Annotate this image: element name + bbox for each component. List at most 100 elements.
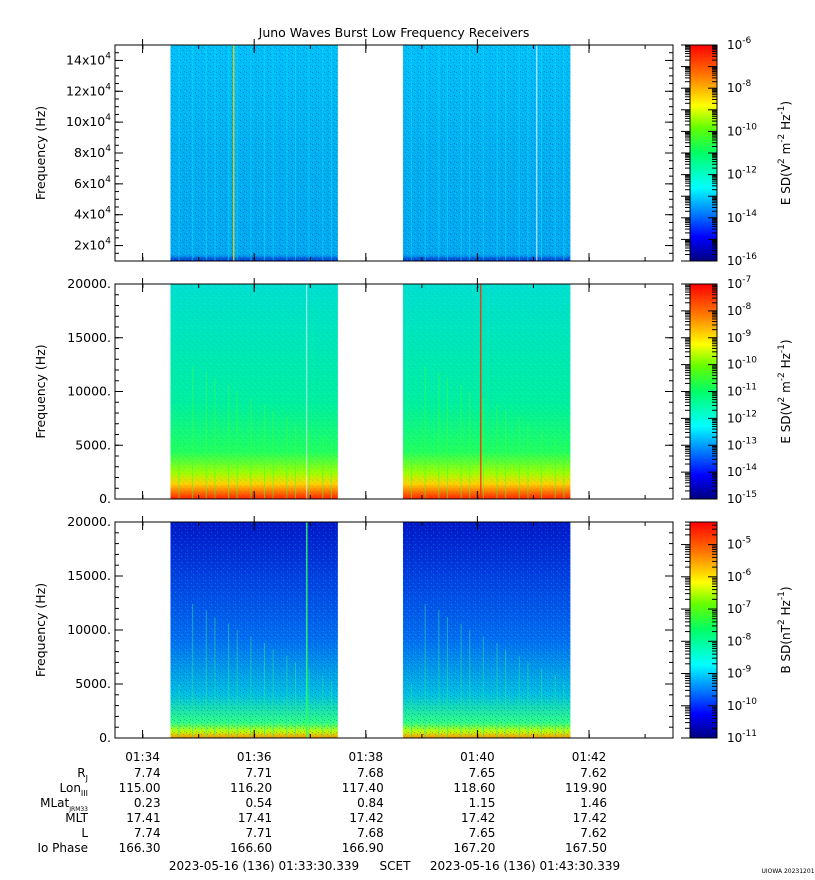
ephemeris-value: 0.54 bbox=[245, 796, 272, 810]
ephemeris-value: 7.65 bbox=[469, 826, 496, 840]
ephemeris-row-label: L bbox=[81, 826, 88, 840]
burst-streak bbox=[228, 623, 230, 738]
colorbar-tick-label: 10-11 bbox=[727, 383, 757, 399]
ephemeris-value: 117.40 bbox=[342, 781, 384, 795]
burst-streak bbox=[205, 372, 207, 499]
burst-streak bbox=[482, 397, 484, 499]
ephemeris-value: 116.20 bbox=[230, 781, 272, 795]
burst-streak bbox=[308, 430, 310, 499]
burst-streak bbox=[563, 443, 565, 499]
colorbar: 10-6 10-8 10-10 10-12 10-14 10-16 E SD(V2 m-2 … bbox=[681, 36, 793, 268]
y-tick-label: 0. bbox=[99, 491, 111, 506]
burst-streak bbox=[541, 45, 543, 261]
burst-streak bbox=[308, 45, 310, 261]
data-block-noise bbox=[170, 45, 338, 261]
y-axis-label: Frequency (Hz) bbox=[33, 106, 48, 200]
burst-streak bbox=[264, 642, 266, 738]
burst-streak bbox=[518, 45, 520, 261]
burst-streak bbox=[446, 617, 448, 738]
ephemeris-value: 167.50 bbox=[565, 841, 607, 855]
ephemeris-value: 166.30 bbox=[119, 841, 161, 855]
ephemeris-value: 7.65 bbox=[469, 766, 496, 780]
burst-streak bbox=[272, 649, 274, 738]
y-tick-label: 8x104 bbox=[74, 144, 111, 160]
footer-credit: UIOWA 20231201 bbox=[761, 868, 814, 875]
burst-streak bbox=[178, 445, 180, 499]
colorbar-tick-label: 10-11 bbox=[727, 729, 757, 745]
burst-streak bbox=[214, 378, 216, 499]
burst-streak bbox=[236, 45, 238, 261]
burst-streak bbox=[330, 443, 332, 499]
y-tick-label: 5000. bbox=[75, 437, 111, 452]
colorbar-tick-label: 10-9 bbox=[727, 329, 752, 345]
burst-streak bbox=[424, 604, 426, 738]
ephemeris-value: 1.46 bbox=[580, 796, 607, 810]
x-tick-label: 01:38 bbox=[348, 750, 383, 764]
ephemeris-value: 119.90 bbox=[565, 781, 607, 795]
burst-streak bbox=[286, 45, 288, 261]
burst-streak bbox=[554, 675, 556, 738]
burst-streak bbox=[250, 397, 252, 499]
ephemeris-row-label: RJ bbox=[77, 766, 88, 783]
y-axis-label: Frequency (Hz) bbox=[33, 344, 48, 438]
colorbar-tick-label: 10-12 bbox=[727, 409, 757, 425]
ephemeris-value: 17.41 bbox=[126, 811, 160, 825]
colorbar-label: E SD(V2 m-2 Hz-1) bbox=[777, 339, 793, 443]
colorbar-label: E SD(V2 m-2 Hz-1) bbox=[777, 101, 793, 205]
ephemeris-value: 166.60 bbox=[230, 841, 272, 855]
burst-streak bbox=[286, 655, 288, 738]
burst-streak bbox=[496, 404, 498, 499]
data-block-noise bbox=[402, 284, 571, 499]
spike-line bbox=[480, 284, 482, 499]
burst-streak bbox=[410, 445, 412, 499]
burst-streak bbox=[294, 423, 296, 499]
burst-streak bbox=[294, 45, 296, 261]
data-block-noise bbox=[170, 522, 338, 738]
colorbar-tick-label: 10-9 bbox=[727, 665, 752, 681]
burst-streak bbox=[527, 662, 529, 738]
colorbar-tick-label: 10-10 bbox=[727, 697, 757, 713]
burst-streak bbox=[294, 662, 296, 738]
burst-streak bbox=[554, 436, 556, 499]
spectrogram-panel-3: 0. 5000. 10000. 15000. 20000. Frequency (Hz) 1… bbox=[33, 514, 793, 745]
burst-streak bbox=[250, 636, 252, 738]
burst-streak bbox=[264, 45, 266, 261]
burst-streak bbox=[250, 45, 252, 261]
y-tick-label: 10x104 bbox=[66, 113, 111, 129]
colorbar-tick-label: 10-5 bbox=[727, 536, 751, 552]
burst-streak bbox=[460, 385, 462, 499]
burst-streak bbox=[178, 684, 180, 738]
spectrogram-panel-2: 0. 5000. 10000. 15000. 20000. Frequency (Hz) 1… bbox=[33, 275, 793, 506]
footer-start-time: 2023-05-16 (136) 01:33:30.339 bbox=[169, 859, 359, 873]
colorbar-tick-label: 10-10 bbox=[727, 122, 757, 138]
burst-streak bbox=[178, 45, 180, 261]
burst-streak bbox=[460, 45, 462, 261]
burst-streak bbox=[505, 410, 507, 499]
colorbar-tick-label: 10-6 bbox=[727, 568, 752, 584]
spike-line bbox=[536, 45, 538, 261]
ephemeris-value: 17.42 bbox=[573, 811, 607, 825]
y-axis-label: Frequency (Hz) bbox=[33, 583, 48, 677]
burst-streak bbox=[563, 45, 565, 261]
colorbar-tick-label: 10-10 bbox=[727, 356, 757, 372]
burst-streak bbox=[410, 45, 412, 261]
ephemeris-value: 0.84 bbox=[357, 796, 384, 810]
y-tick-label: 15000. bbox=[67, 330, 111, 345]
ephemeris-value: 7.68 bbox=[357, 826, 384, 840]
colorbar-label: B SD(nT2 Hz-1) bbox=[777, 586, 793, 673]
burst-streak bbox=[424, 45, 426, 261]
x-tick-label: 01:36 bbox=[237, 750, 272, 764]
burst-streak bbox=[446, 45, 448, 261]
y-tick-label: 2x104 bbox=[74, 237, 111, 253]
x-tick-label: 01:40 bbox=[460, 750, 495, 764]
colorbar-tick-label: 10-6 bbox=[727, 36, 752, 52]
y-tick-label: 14x104 bbox=[66, 51, 111, 67]
burst-streak bbox=[228, 45, 230, 261]
y-tick-label: 12x104 bbox=[66, 82, 111, 98]
burst-streak bbox=[496, 45, 498, 261]
ephemeris-value: 17.41 bbox=[238, 811, 272, 825]
colorbar-tick-label: 10-16 bbox=[727, 252, 757, 268]
y-tick-label: 20000. bbox=[67, 514, 111, 529]
ephemeris-value: 17.42 bbox=[461, 811, 495, 825]
